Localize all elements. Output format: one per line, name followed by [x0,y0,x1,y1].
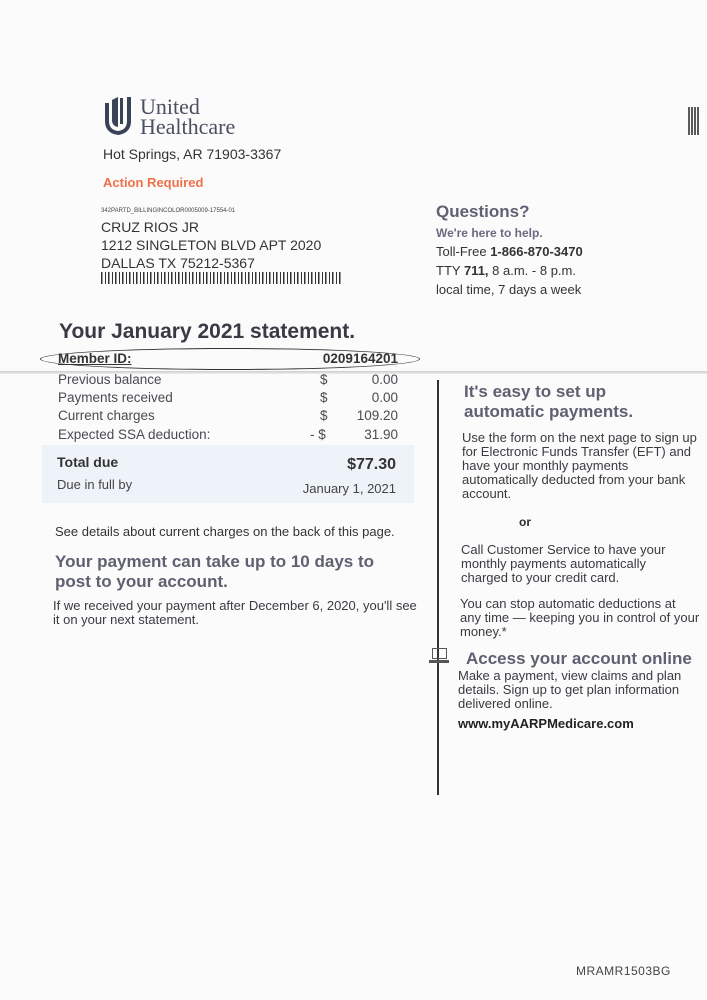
toll-free-number[interactable]: 1-866-870-3470 [490,244,583,259]
member-id-circle [40,348,420,370]
brand-line2: Healthcare [140,114,236,139]
recipient-name: CRUZ RIOS JR [101,219,199,235]
due-date: January 1, 2021 [302,481,396,496]
brand-line1: United [140,94,200,119]
due-label: Due in full by [57,477,133,492]
online-title: Access your account online [466,649,692,668]
column-divider [437,380,439,795]
sender-address: Hot Springs, AR 71903-3367 [103,146,282,162]
tty-number: 711, [463,263,489,278]
tty-label: TTY [436,263,461,278]
statement-title: Your January 2021 statement. [59,320,356,343]
row-payments-received: Payments received $0.00 [58,390,398,405]
total-due-label: Total due [57,454,119,470]
posting-note: If we received your payment after Decemb… [53,598,417,627]
row-current-charges: Current charges $109.20 [58,408,398,423]
uhc-shield-icon [105,97,131,135]
row-ssa-deduction: Expected SSA deduction: - $31.90 [58,427,398,442]
hours-line2: local time, 7 days a week [436,282,582,297]
questions-subtitle: We're here to help. [436,226,543,240]
online-text: Make a payment, view claims and plan det… [458,668,682,711]
stop-text: You can stop automatic deductions at any… [460,596,700,639]
online-url[interactable]: www.myAARPMedicare.com [458,716,634,731]
hours: 8 a.m. - 8 p.m. [492,263,576,278]
toll-free-label: Toll-Free [436,244,487,259]
postal-barcode [101,272,341,284]
scan-line [0,371,707,374]
member-id-label: Member ID: [58,351,132,366]
posting-title: Your payment can take up to 10 days to p… [55,552,374,591]
details-note: See details about current charges on the… [55,524,395,539]
qr-code [688,107,700,135]
member-id: 0209164201 [322,351,398,366]
laptop-icon [429,648,449,664]
recipient-street: 1212 SINGLETON BLVD APT 2020 [101,237,322,253]
row-previous-balance: Previous balance $0.00 [58,372,398,387]
recipient-city: DALLAS TX 75212-5367 [101,255,255,271]
call-text: Call Customer Service to have your month… [461,542,666,585]
total-due-box: Total due $77.30 Due in full by January … [42,445,414,503]
action-required: Action Required [103,175,204,190]
eft-text: Use the form on the next page to sign up… [462,430,697,501]
total-due-amount: $77.30 [347,456,396,473]
or-text: or [519,515,531,529]
mailing-code: 342PARTD_BILLINGINCOLOR0005009-17554-01 [101,208,236,214]
questions-title: Questions? [436,202,530,221]
footer-code: MRAMR1503BG [576,964,671,978]
autopay-title: It's easy to set up automatic payments. [464,382,634,421]
